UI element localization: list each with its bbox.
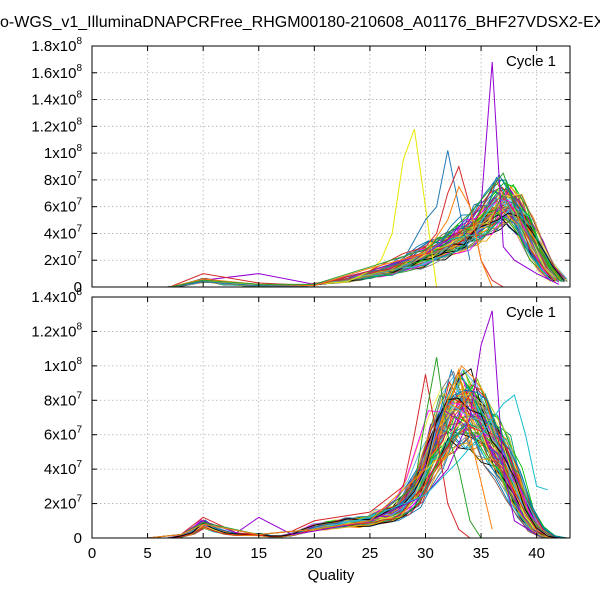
x-axis-label: Quality [308,567,355,584]
series-line [103,367,493,539]
series-line [169,164,504,288]
grid [92,46,570,287]
x-tick-label: 10 [195,545,212,562]
y-tick-label: 0 [74,279,82,296]
x-tick-label: 20 [306,545,323,562]
chart-title: o-WGS_v1_IlluminaDNAPCRFree_RHGM00180-21… [0,14,600,31]
series-line [169,150,471,288]
y-tick-label: 1.4x108 [31,287,82,306]
y-tick-label: 1.2x108 [31,116,82,135]
x-tick-label: 0 [88,545,96,562]
y-tick-label: 1.2x108 [31,321,82,340]
series-line [100,372,551,539]
series-line [103,374,471,539]
y-tick-label: 8x107 [44,170,83,189]
series-band [100,364,568,539]
legend-label: Cycle 1 [506,304,556,321]
series-line [169,62,560,288]
y-tick-label: 0 [74,530,82,547]
x-tick-label: 40 [528,545,545,562]
series-line [169,215,559,288]
x-tick-label: 30 [417,545,434,562]
y-tick-label: 6x107 [44,197,83,216]
series-line [103,368,561,539]
y-tick-label: 2x107 [44,494,83,513]
x-tick-label: 25 [362,545,379,562]
panel-top: 0 2x107 4x107 6x107 8x107 1x108 1.2x108 1.4x108… [31,36,571,296]
panel-bottom: 0 2x107 4x107 6x107 8x107 1x108 1.2x108 1.4x108… [31,287,571,584]
y-tick-label: 1.4x108 [31,90,82,109]
y-tick-label: 8x107 [44,390,83,409]
y-tick-label: 1x108 [44,356,83,375]
y-tick-label: 1.6x108 [31,63,82,82]
series-line [103,397,559,539]
y-tick-label: 6x107 [44,425,83,444]
y-tick-label: 2x107 [44,250,83,269]
legend-label: Cycle 1 [506,53,556,70]
plot-frame [91,45,571,288]
plot-frame [91,296,571,539]
series-band [167,173,568,288]
x-tick-label: 15 [250,545,267,562]
y-tick-label: 1x108 [44,143,83,162]
series-line [103,414,560,539]
x-tick-label: 35 [473,545,490,562]
y-tick-label: 4x107 [44,459,83,478]
y-tick-label: 1.8x108 [31,36,82,55]
y-tick-label: 4x107 [44,223,83,242]
x-tick-label: 5 [143,545,151,562]
